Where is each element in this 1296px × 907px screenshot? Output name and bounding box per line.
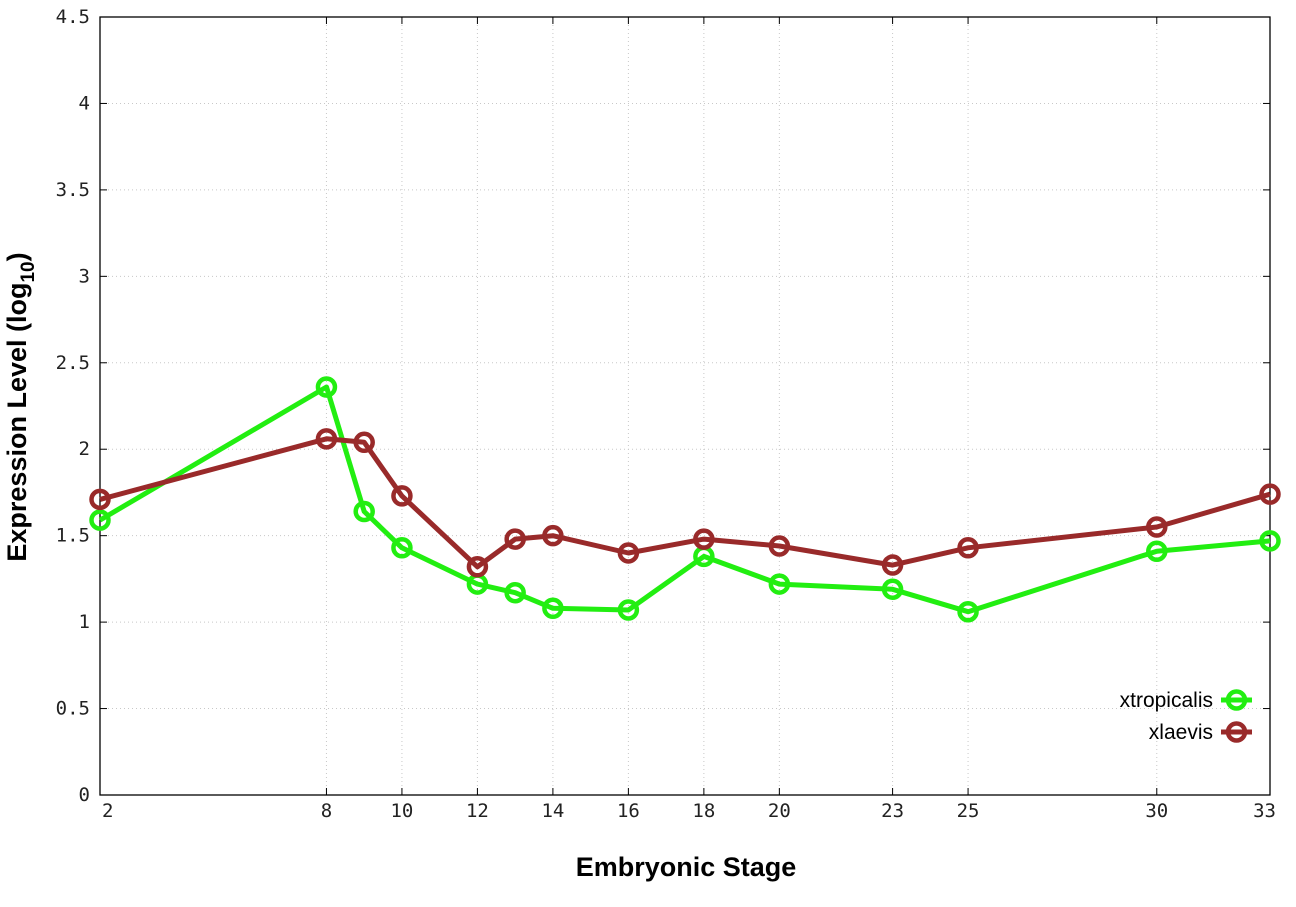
data-point-xlaevis: [957, 537, 979, 559]
legend-item-xlaevis: xlaevis: [1149, 721, 1252, 744]
data-point-xtropicalis: [391, 537, 413, 559]
x-tick-label: 2: [102, 800, 113, 822]
data-point-xlaevis: [768, 535, 791, 557]
y-tick-label: 1.5: [56, 525, 90, 547]
data-point-xtropicalis: [315, 376, 338, 398]
data-point-xlaevis: [542, 524, 564, 547]
legend: xtropicalis xlaevis: [1120, 689, 1252, 744]
legend-item-xtropicalis: xtropicalis: [1120, 689, 1252, 712]
data-point-xtropicalis: [353, 500, 375, 523]
data-point-xtropicalis: [1146, 540, 1168, 562]
x-axis-title: Embryonic Stage: [576, 852, 797, 882]
data-point-xtropicalis: [504, 581, 526, 604]
legend-label: xtropicalis: [1120, 689, 1213, 712]
legend-marker-swatch: [1225, 689, 1248, 711]
y-tick-label: 0.5: [56, 698, 90, 720]
series-xtropicalis: [89, 376, 1281, 623]
data-point-xtropicalis: [89, 509, 111, 531]
x-tick-label: 30: [1145, 800, 1168, 822]
data-point-xlaevis: [315, 428, 338, 450]
data-point-xlaevis: [693, 528, 715, 550]
x-axis-ticks: 2 8 10 12 14 16 18 20 23 25 30 33: [99, 17, 1276, 822]
x-tick-label: 25: [957, 800, 980, 822]
data-point-xtropicalis: [617, 599, 640, 621]
y-tick-label: 2: [79, 438, 90, 460]
x-tick-label: 23: [881, 800, 904, 822]
data-point-xlaevis: [504, 528, 526, 550]
y-tick-label: 2.5: [56, 352, 90, 374]
y-tick-label: 1: [79, 611, 90, 633]
legend-label: xlaevis: [1149, 721, 1213, 744]
data-point-xtropicalis: [542, 597, 564, 620]
data-point-xlaevis: [353, 431, 375, 454]
y-axis-title: Expression Level (log10): [2, 252, 39, 561]
data-point-xlaevis: [89, 488, 111, 511]
series-layer: [89, 376, 1281, 623]
x-tick-label: 8: [321, 800, 332, 822]
x-tick-label: 14: [541, 800, 564, 822]
x-tick-label: 20: [768, 800, 791, 822]
grid-lines: [100, 17, 1270, 795]
data-point-xlaevis: [391, 485, 413, 507]
y-axis-title-close: ): [2, 252, 32, 261]
y-tick-label: 3.5: [56, 179, 90, 201]
series-xlaevis: [89, 428, 1281, 578]
y-tick-label: 3: [79, 265, 90, 287]
data-point-xlaevis: [466, 556, 489, 578]
x-tick-label: 12: [466, 800, 489, 822]
series-line-xlaevis: [99, 436, 1271, 570]
y-axis-title-subscript: 10: [18, 261, 39, 282]
plot-frame: [99, 16, 1271, 796]
plot-border: [99, 16, 1271, 796]
x-tick-label: 10: [390, 800, 413, 822]
data-point-xlaevis: [1259, 483, 1281, 505]
data-point-xtropicalis: [1259, 530, 1281, 552]
data-point-xtropicalis: [957, 600, 979, 623]
y-tick-label: 0: [79, 784, 90, 806]
x-tick-label: 18: [692, 800, 715, 822]
data-point-xlaevis: [881, 554, 904, 576]
x-tick-label: 33: [1253, 800, 1276, 822]
data-point-xtropicalis: [881, 578, 904, 601]
x-tick-label: 16: [617, 800, 640, 822]
data-point-xtropicalis: [768, 573, 791, 595]
y-axis-title-main: Expression Level (log: [2, 283, 32, 562]
y-tick-label: 4: [79, 92, 90, 114]
legend-marker-swatch: [1225, 721, 1248, 743]
data-point-xlaevis: [1146, 516, 1168, 538]
y-tick-label: 4.5: [56, 6, 90, 28]
data-point-xlaevis: [617, 542, 640, 564]
y-axis-ticks: 0 0.5 1 1.5 2 2.5 3 3.5 4 4.5: [56, 6, 1270, 806]
